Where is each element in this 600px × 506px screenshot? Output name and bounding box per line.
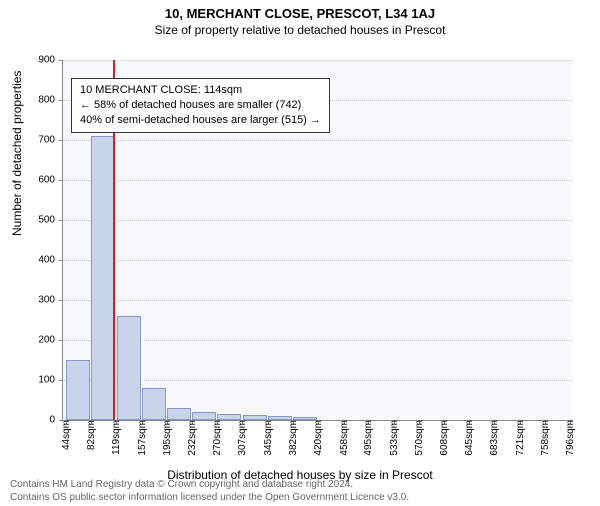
histogram-bar: [117, 316, 141, 420]
gridline-horizontal: [63, 60, 573, 61]
y-tick-label: 900: [25, 55, 55, 66]
y-tick-mark: [59, 340, 63, 341]
histogram-bar: [66, 360, 90, 420]
gridline-horizontal: [63, 260, 573, 261]
x-tick-label: 495sqm: [363, 420, 374, 456]
x-tick-label: 758sqm: [540, 420, 551, 456]
x-tick-label: 645sqm: [464, 420, 475, 456]
y-axis-label: Number of detached properties: [10, 71, 24, 236]
chart-plot-area: 44sqm82sqm119sqm157sqm195sqm232sqm270sqm…: [62, 60, 573, 421]
y-tick-mark: [59, 260, 63, 261]
x-tick-label: 458sqm: [339, 420, 350, 456]
chart-subtitle: Size of property relative to detached ho…: [0, 23, 600, 37]
x-tick-label: 608sqm: [439, 420, 450, 456]
x-tick-label: 683sqm: [489, 420, 500, 456]
footer-line: Contains OS public sector information li…: [10, 492, 409, 505]
x-tick-label: 119sqm: [111, 420, 122, 455]
x-tick-label: 796sqm: [565, 420, 576, 456]
y-tick-label: 200: [25, 335, 55, 346]
y-tick-mark: [59, 220, 63, 221]
x-tick-label: 270sqm: [212, 420, 223, 456]
x-tick-label: 570sqm: [414, 420, 425, 456]
gridline-horizontal: [63, 180, 573, 181]
x-tick-label: 82sqm: [86, 420, 97, 450]
annotation-line: 10 MERCHANT CLOSE: 114sqm: [80, 83, 321, 98]
histogram-bar: [192, 412, 216, 420]
y-tick-mark: [59, 140, 63, 141]
y-tick-mark: [59, 380, 63, 381]
footer-attribution: Contains HM Land Registry data © Crown c…: [10, 479, 409, 504]
histogram-bar: [167, 408, 191, 420]
x-tick-label: 44sqm: [61, 420, 72, 450]
y-tick-mark: [59, 180, 63, 181]
y-tick-label: 300: [25, 295, 55, 306]
chart-title: 10, MERCHANT CLOSE, PRESCOT, L34 1AJ: [0, 6, 600, 21]
footer-line: Contains HM Land Registry data © Crown c…: [10, 479, 409, 492]
y-tick-label: 400: [25, 255, 55, 266]
x-tick-label: 195sqm: [162, 420, 173, 456]
figure-container: 10, MERCHANT CLOSE, PRESCOT, L34 1AJ Siz…: [0, 6, 600, 506]
annotation-line: ← 58% of detached houses are smaller (74…: [80, 98, 321, 113]
x-tick-label: 345sqm: [263, 420, 274, 456]
y-tick-label: 500: [25, 215, 55, 226]
x-tick-label: 157sqm: [137, 420, 148, 456]
x-tick-label: 721sqm: [515, 420, 526, 456]
annotation-line: 40% of semi-detached houses are larger (…: [80, 113, 321, 128]
gridline-horizontal: [63, 220, 573, 221]
y-tick-label: 100: [25, 375, 55, 386]
y-tick-mark: [59, 300, 63, 301]
annotation-box: 10 MERCHANT CLOSE: 114sqm ← 58% of detac…: [71, 78, 330, 133]
y-tick-label: 700: [25, 135, 55, 146]
x-tick-label: 307sqm: [237, 420, 248, 456]
histogram-bar: [142, 388, 166, 420]
y-tick-label: 0: [25, 415, 55, 426]
x-tick-label: 533sqm: [389, 420, 400, 456]
gridline-horizontal: [63, 140, 573, 141]
gridline-horizontal: [63, 300, 573, 301]
y-tick-mark: [59, 60, 63, 61]
y-tick-mark: [59, 100, 63, 101]
x-tick-label: 420sqm: [313, 420, 324, 456]
x-tick-label: 232sqm: [187, 420, 198, 456]
y-tick-label: 600: [25, 175, 55, 186]
x-tick-label: 382sqm: [288, 420, 299, 456]
y-tick-label: 800: [25, 95, 55, 106]
